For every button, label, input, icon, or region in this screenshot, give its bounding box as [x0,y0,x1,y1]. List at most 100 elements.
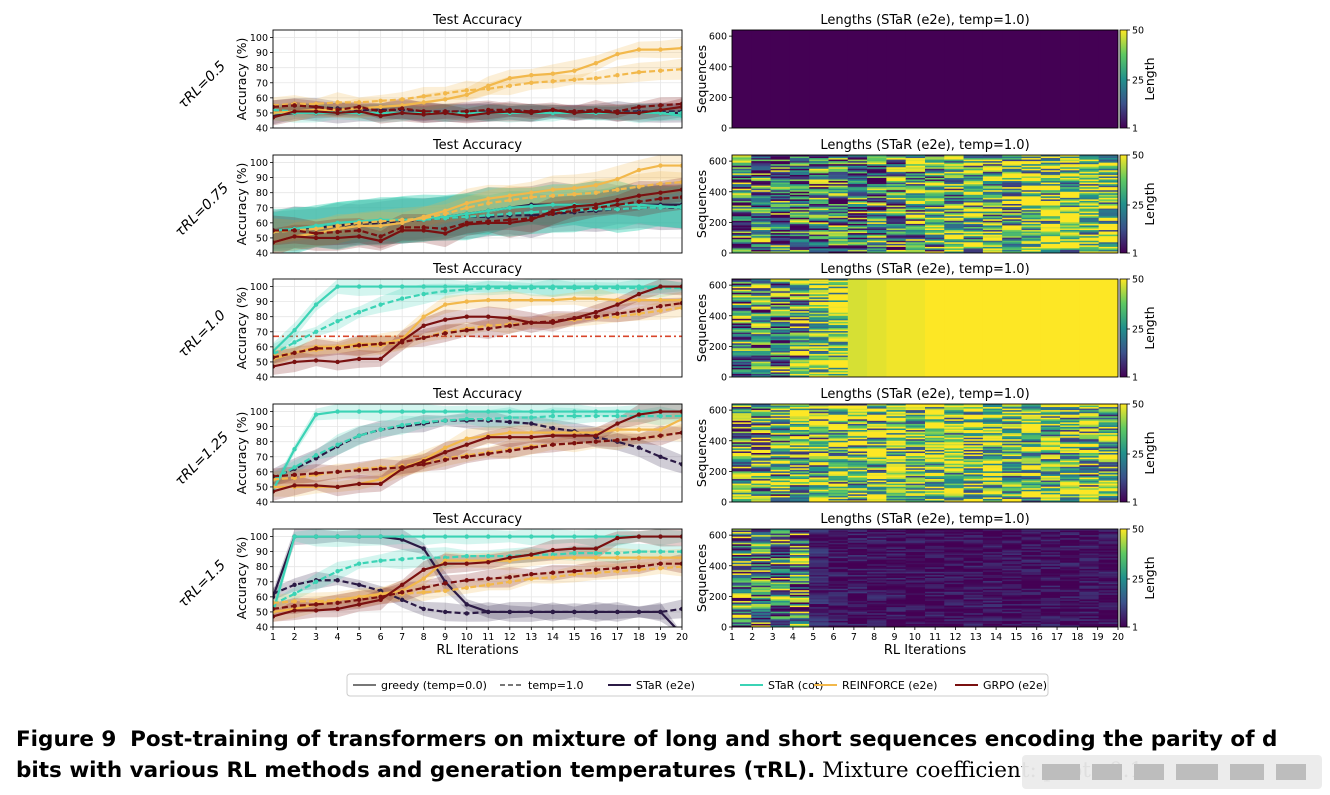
heatmap-cell [1040,188,1061,191]
heatmap-cell [925,236,945,239]
heatmap-cell [1040,205,1061,208]
heatmap-cell [1060,463,1080,466]
data-point [313,329,319,334]
heatmap-cell [809,474,830,477]
heatmap-cell [732,574,752,578]
heatmap-cell [732,482,752,485]
data-point [615,550,620,556]
heatmap-cell [963,562,984,565]
heatmap-cell [982,213,1003,216]
heatmap-cell [809,585,830,588]
heatmap-cell [1098,465,1118,468]
heatmap-cell [828,239,849,242]
heatmap-cell [905,179,926,182]
heatmap-cell [1021,161,1042,164]
heatmap-cell [905,199,926,202]
data-point [615,302,620,307]
heatmap-cell [905,428,926,431]
heatmap-cell [751,623,772,627]
heatmap-cell [982,500,1003,502]
data-point [313,602,319,607]
heatmap-cell [1040,185,1061,188]
heatmap-cell [809,623,830,627]
heatmap-cell [867,529,887,532]
heatmap-cell [770,460,791,463]
heatmap-cell [925,202,945,205]
heatmap-cell [847,456,868,459]
heatmap-cell [828,315,849,318]
data-point [550,552,556,557]
heatmap-cell [732,600,752,604]
heatmap-cell [770,443,791,446]
heatmap-cell [1079,210,1100,213]
heatmap-cell [982,497,1003,500]
heatmap-cell [732,454,752,457]
heatmap-cell [963,585,984,588]
heatmap-cell [1079,193,1100,196]
heatmap-cell [905,544,926,547]
heatmap-cell [886,617,907,620]
data-point [378,113,383,119]
confidence-band [273,542,682,610]
data-point [464,113,469,119]
data-point [313,346,319,351]
data-point [356,234,362,239]
heatmap-cell [770,239,791,242]
heatmap-cell [732,285,752,288]
heatmap-cell [982,167,1003,170]
heatmap-cell [905,422,926,425]
heatmap-cell [1002,205,1023,208]
heatmap-cell [770,369,791,372]
heatmap-cell [732,439,752,442]
heatmap-cell [1021,187,1042,190]
heatmap-cell [828,202,849,205]
heatmap-cell [925,588,945,591]
heatmap-cell [789,558,810,561]
data-point [399,284,405,289]
data-point [529,73,534,78]
heatmap-cell [1040,193,1061,196]
heatmap-cell [1040,249,1061,253]
heatmap-cell [867,588,887,591]
heatmap-cell [886,419,907,422]
heatmap-cell [1060,242,1080,245]
heatmap-cell [789,355,810,358]
heatmap-cell [1079,477,1100,480]
data-point [464,88,469,93]
data-point [529,190,534,195]
heatmap-cell [1021,222,1042,225]
heatmap-cell [944,214,965,217]
heatmap-cell [1079,197,1100,201]
series-line [273,302,682,359]
heatmap-cell [944,457,965,460]
heatmap-cell [867,613,887,616]
heatmap-cell [963,480,984,483]
heatmap-cell [944,465,965,468]
heatmap-cell [828,453,849,456]
heatmap-cell [732,558,752,561]
heatmap-cell [905,562,926,565]
heatmap-cell [944,436,965,439]
heatmap-cell [1040,200,1061,204]
heatmap-cell [732,156,752,159]
heatmap-cell [770,600,791,604]
heatmap-cell [732,249,752,253]
heatmap-cell [905,472,926,476]
heatmap-cell [1060,199,1080,202]
heatmap-cell [1098,185,1118,188]
heatmap-cell [1002,463,1023,466]
heatmap-cell [770,219,791,222]
heatmap-cell [867,550,887,553]
heatmap-cell [925,497,945,500]
heatmap-cell [809,338,830,341]
heatmap-cell [1040,491,1061,494]
heatmap-title: Lengths (STaR (e2e), temp=1.0) [820,13,1029,28]
heatmap-cell [828,214,849,217]
heatmap-cell [925,454,945,457]
heatmap-cell [751,228,772,231]
heatmap-cell [770,430,791,433]
heatmap-cell [867,587,887,590]
heatmap-cell [847,425,868,428]
heatmap-cell [732,309,752,312]
heatmap-cell [982,207,1003,210]
